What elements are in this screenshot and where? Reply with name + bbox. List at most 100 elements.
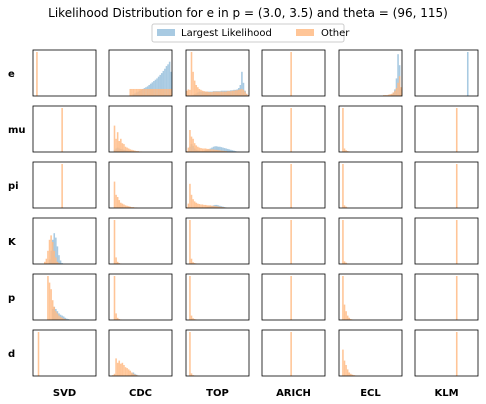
bar-other [129, 371, 131, 376]
panel-frame [33, 330, 96, 376]
bar-other [208, 149, 210, 152]
bar-other [53, 251, 55, 264]
bar-other [47, 251, 49, 264]
panel-frame [33, 50, 96, 96]
bar-other [115, 358, 117, 376]
bar-other [344, 305, 346, 320]
panel-grid [33, 50, 478, 376]
bar-other [147, 89, 149, 96]
panel-frame [186, 330, 249, 376]
chart-title: Likelihood Distribution for e in p = (3.… [48, 6, 448, 20]
bar-other [131, 372, 133, 376]
panel-K-ECL [339, 218, 402, 264]
panel-frame [109, 218, 172, 264]
panel-p-SVD [33, 274, 96, 320]
bar-other [142, 89, 144, 96]
bar-other [117, 363, 119, 376]
bar-other [221, 92, 223, 96]
panel-d-ARICH [262, 330, 325, 376]
bar-other [123, 204, 125, 208]
bar-other [194, 81, 196, 96]
bar-other [202, 148, 204, 152]
bar-other [164, 89, 166, 96]
bar-other [60, 317, 62, 320]
bar-other [114, 126, 116, 152]
bar-other [55, 257, 57, 264]
bar-other [348, 372, 350, 376]
bar-other [115, 195, 117, 208]
bar-other [197, 204, 199, 208]
legend-label-largest: Largest Likelihood [181, 28, 272, 39]
bar-other [189, 184, 191, 208]
bar-other [347, 316, 349, 320]
bar-other [120, 203, 122, 208]
bar-other [192, 199, 194, 208]
bar-other [126, 148, 128, 152]
bar-other [345, 365, 347, 376]
bar-other [189, 276, 191, 320]
row-label-K: K [8, 237, 17, 248]
bar-other [205, 92, 207, 96]
bar-largest-likelihood [467, 52, 469, 96]
bar-other [195, 203, 197, 208]
bar-other [128, 369, 130, 376]
bar-other [166, 89, 168, 96]
bar-other [456, 276, 458, 320]
row-label-mu: mu [8, 125, 26, 136]
panel-frame [339, 106, 402, 152]
bar-other [233, 91, 235, 96]
bar-other [159, 89, 161, 96]
bar-other [192, 72, 194, 96]
bar-other [456, 164, 458, 208]
bar-other [241, 89, 243, 96]
bar-other [49, 240, 51, 264]
bar-other [290, 276, 292, 320]
bar-other [136, 89, 138, 96]
bar-other [203, 148, 205, 152]
bar-other [188, 89, 190, 96]
bar-other [188, 148, 190, 152]
panel-frame [262, 274, 325, 320]
panel-mu-CDC [109, 106, 172, 152]
bar-other [156, 89, 158, 96]
bar-other [203, 205, 205, 208]
panel-K-SVD [33, 218, 96, 264]
column-label-CDC: CDC [129, 388, 152, 399]
bar-other [131, 89, 133, 96]
bar-other [230, 91, 232, 96]
panel-frame [339, 218, 402, 264]
bar-other [394, 91, 396, 96]
bar-largest-likelihood [60, 260, 62, 264]
bar-other [202, 91, 204, 96]
bar-other [188, 204, 190, 208]
bar-other [129, 89, 131, 96]
bar-other [122, 143, 124, 152]
bar-other [194, 143, 196, 152]
bar-other [150, 89, 152, 96]
bar-other [192, 139, 194, 152]
bar-other [189, 220, 191, 264]
panel-frame [33, 106, 96, 152]
bar-other [114, 182, 116, 208]
bar-other [214, 92, 216, 96]
bar-other [191, 52, 193, 96]
bar-other [200, 148, 202, 152]
bar-other [235, 90, 237, 96]
bar-other [53, 307, 55, 320]
bar-other [194, 201, 196, 208]
panel-p-ECL [339, 274, 402, 320]
bar-other [238, 90, 240, 96]
bar-other [290, 332, 292, 376]
panel-d-KLM [415, 330, 478, 376]
bar-other [163, 89, 165, 96]
bar-other [148, 89, 150, 96]
panel-frame [415, 218, 478, 264]
bar-other [290, 164, 292, 208]
bar-other [195, 85, 197, 96]
bar-other [120, 139, 122, 152]
bar-other [222, 92, 224, 96]
panel-frame [415, 106, 478, 152]
bar-other [200, 204, 202, 208]
bar-other [123, 144, 125, 152]
panel-K-CDC [109, 218, 172, 264]
